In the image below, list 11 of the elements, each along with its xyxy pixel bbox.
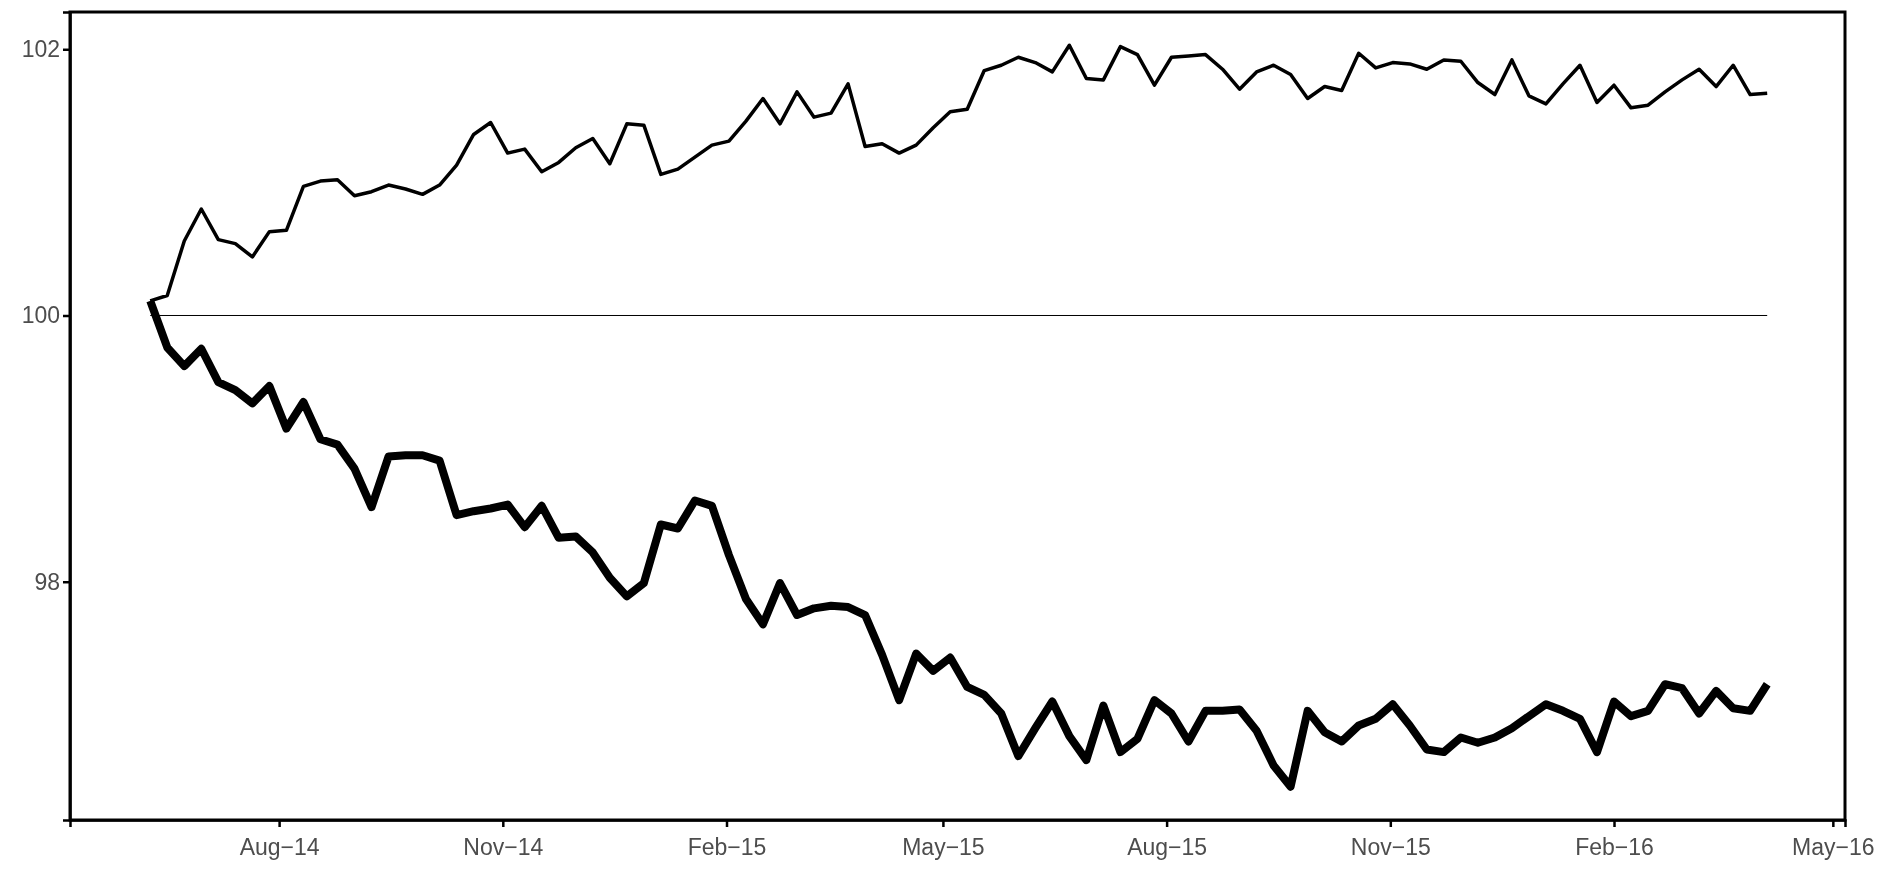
x-tick-label: Nov−15 bbox=[1350, 834, 1431, 861]
y-tick-label: 100 bbox=[21, 302, 60, 329]
x-tick-label: May−16 bbox=[1792, 834, 1875, 861]
y-tick-label: 102 bbox=[21, 36, 60, 63]
x-tick-label: Aug−14 bbox=[239, 834, 320, 861]
x-tick-label: May−15 bbox=[902, 834, 985, 861]
x-tick-label: Nov−14 bbox=[463, 834, 544, 861]
x-tick-label: Aug−15 bbox=[1127, 834, 1208, 861]
x-tick-label: Feb−16 bbox=[1575, 834, 1654, 861]
y-tick-label: 98 bbox=[34, 568, 60, 595]
x-tick-label: Feb−15 bbox=[687, 834, 767, 861]
